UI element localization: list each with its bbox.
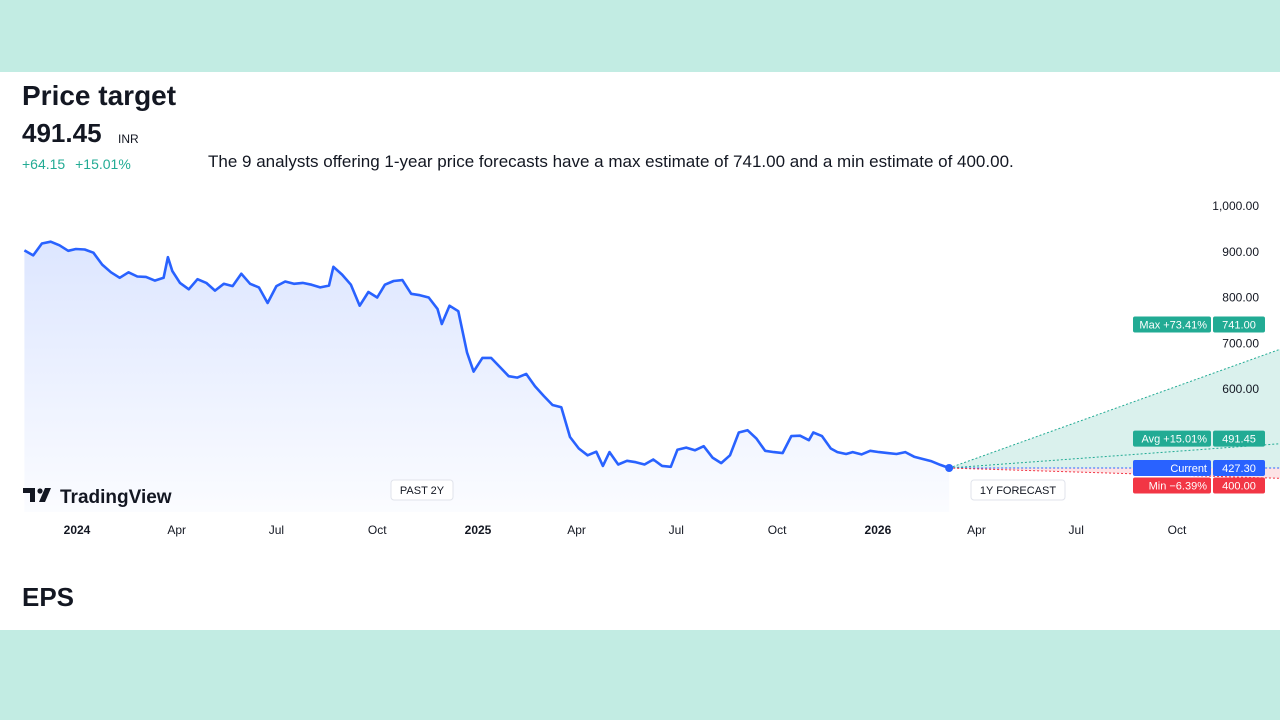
x-tick-label: 2025 [465,523,492,537]
forecast-min-label-box [1133,477,1211,494]
x-tick-label: Jul [269,523,284,537]
x-tick-label: 2026 [865,523,892,537]
forecast-min-value: 400.00 [1222,481,1256,493]
x-tick-label: Jul [669,523,684,537]
forecast-period-tag: 1Y FORECAST [970,479,1066,501]
forecast-max-label-box [1133,316,1211,333]
price-change-percent: +15.01% [75,156,131,172]
forecast-avg-label: Avg +15.01% [1141,434,1207,446]
eps-section-title: EPS [22,582,75,612]
current-price-marker [945,464,954,473]
x-tick-label: 2024 [64,523,91,537]
price-change: +64.15 +15.01% [22,156,137,172]
forecast-current-value: 427.30 [1222,463,1256,475]
analyst-summary: The 9 analysts offering 1-year price for… [208,152,1014,171]
y-tick-label: 900.00 [1222,245,1259,259]
tradingview-logo-icon [23,488,51,502]
tradingview-watermark: TradingView [23,487,172,508]
x-tick-label: Oct [1168,523,1187,537]
forecast-min-pill: Min −6.39% 400.00 [1133,477,1265,494]
forecast-avg-value: 491.45 [1222,434,1256,446]
forecast-max-pill: Max +73.41% 741.00 [1133,316,1265,333]
forecast-max-line [948,348,1280,469]
x-tick-label: Oct [368,523,387,537]
past-period-tag: PAST 2Y [390,479,454,501]
brand-name: TradingView [60,487,172,508]
forecast-avg-label-box [1133,430,1211,447]
x-tick-label: Apr [967,523,986,537]
forecast-min-label: Min −6.39% [1149,481,1208,493]
x-tick-label: Oct [768,523,787,537]
average-price-target: 491.45 [22,118,102,148]
currency-label: INR [118,132,139,146]
forecast-avg-pill: Avg +15.01% 491.45 [1133,430,1265,447]
forecast-current-label: Current [1170,463,1207,475]
price-area-fill [24,241,950,512]
price-line [23,240,950,470]
forecast-min-value-box [1213,477,1265,494]
price-target-chart[interactable]: 1,000.00 900.00 800.00 700.00 600.00 2024 Apr… [0,72,1280,560]
y-tick-label: 800.00 [1222,291,1259,305]
section-title: Price target [22,80,177,111]
y-tick-label: 600.00 [1222,382,1259,396]
x-tick-label: Apr [167,523,186,537]
y-tick-label: 700.00 [1222,336,1259,350]
forecast-current-pill: Current 427.30 [1133,460,1265,477]
forecast-max-value: 741.00 [1222,319,1256,331]
forecast-max-value-box [1213,316,1265,333]
forecast-avg-line [949,443,1280,469]
x-tick-label: Jul [1069,523,1084,537]
forecast-avg-value-box [1213,430,1265,447]
price-change-absolute: +64.15 [22,156,66,172]
forecast-current-value-box [1213,460,1265,477]
forecast-current-label-box [1133,460,1211,477]
x-tick-label: Apr [567,523,586,537]
y-tick-label: 1,000.00 [1212,199,1259,213]
past-period-label: PAST 2Y [400,485,445,497]
forecast-period-label: 1Y FORECAST [980,485,1056,497]
forecast-max-label: Max +73.41% [1139,319,1207,331]
